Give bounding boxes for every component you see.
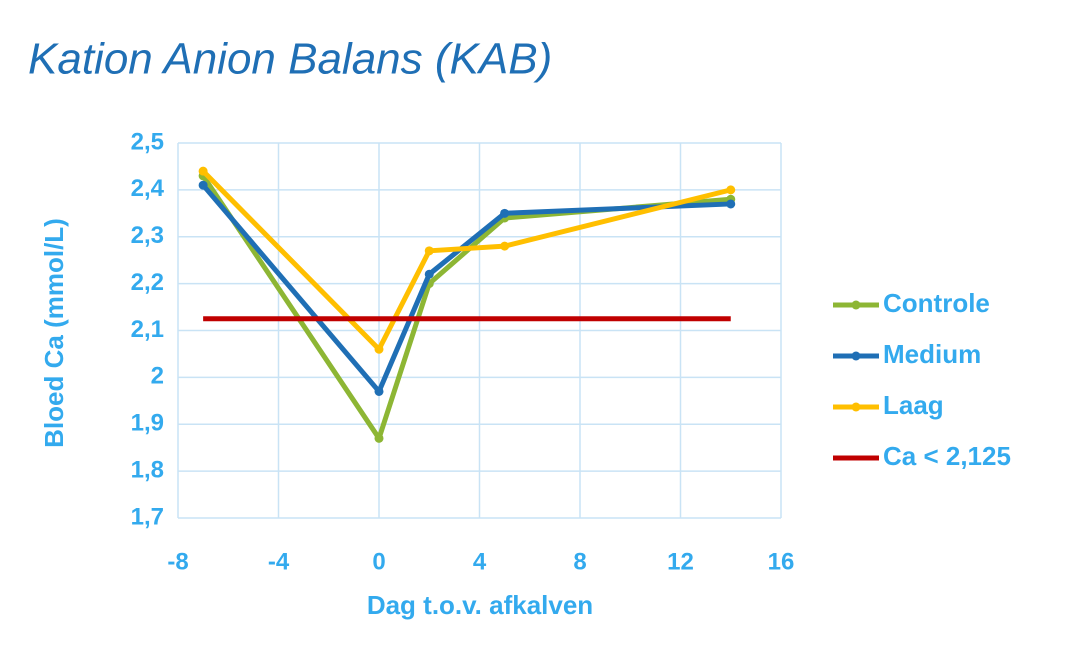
y-tick-label: 2,4 — [131, 175, 165, 202]
legend-label: Medium — [883, 339, 981, 369]
y-tick-label: 1,8 — [131, 456, 164, 483]
data-point — [198, 180, 208, 190]
series-line — [201, 174, 731, 441]
legend-label: Ca < 2,125 — [883, 441, 1011, 471]
x-tick-label: 12 — [667, 548, 694, 575]
series-line — [201, 183, 731, 394]
y-tick-label: 1,9 — [131, 410, 164, 437]
data-point — [424, 246, 434, 256]
x-tick-label: 8 — [573, 548, 586, 575]
y-tick-label: 2,3 — [131, 222, 164, 249]
legend-marker — [851, 300, 861, 310]
data-point — [726, 199, 736, 209]
data-point — [374, 344, 384, 354]
legend-label: Laag — [883, 390, 944, 420]
data-point — [374, 386, 384, 396]
x-tick-label: -4 — [268, 548, 290, 575]
y-tick-label: 2,2 — [131, 269, 164, 296]
x-tick-label: -8 — [167, 548, 188, 575]
chart-title: Kation Anion Balans (KAB) — [28, 35, 552, 84]
y-tick-label: 2,1 — [131, 316, 164, 343]
legend-marker — [851, 351, 861, 361]
data-point — [198, 166, 208, 176]
data-point — [424, 269, 434, 279]
y-tick-label: 2,5 — [131, 128, 164, 155]
x-tick-label: 16 — [768, 548, 795, 575]
x-tick-label: 4 — [473, 548, 487, 575]
legend-marker — [851, 402, 861, 412]
y-tick-label: 2 — [151, 363, 164, 390]
y-tick-label: 1,7 — [131, 503, 164, 530]
y-axis-label: Bloed Ca (mmol/L) — [39, 218, 69, 448]
data-point — [374, 433, 384, 443]
x-axis-label: Dag t.o.v. afkalven — [367, 590, 593, 620]
data-point — [500, 208, 510, 218]
data-point — [726, 185, 736, 195]
x-tick-label: 0 — [372, 548, 385, 575]
legend-label: Controle — [883, 288, 990, 318]
series-line — [201, 169, 732, 352]
data-point — [500, 241, 510, 251]
